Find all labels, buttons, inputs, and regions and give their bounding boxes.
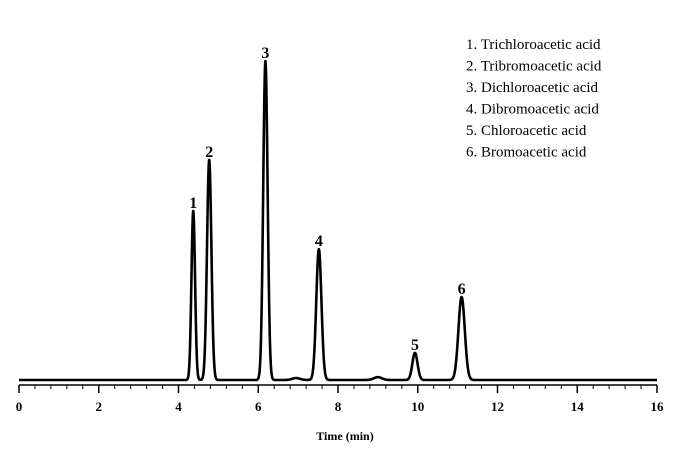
x-axis-ticks: 0 2 4 6 8 10 12 14 16: [16, 385, 664, 414]
peak-label-3: 3: [261, 45, 269, 62]
legend: 1. Trichloroacetic acid 2. Tribromoacetic…: [466, 37, 602, 161]
peak-label-4: 4: [315, 233, 323, 250]
x-tick-label: 14: [571, 399, 585, 414]
x-tick-label: 10: [411, 399, 424, 414]
peak-label-2: 2: [205, 144, 213, 161]
legend-entry: 6. Bromoacetic acid: [466, 145, 587, 161]
chromatogram-trace: [17, 59, 659, 382]
x-tick-label: 2: [96, 399, 103, 414]
peak-label-6: 6: [458, 281, 466, 298]
x-tick-label: 12: [491, 399, 504, 414]
x-tick-label: 6: [255, 399, 262, 414]
legend-entry: 2. Tribromoacetic acid: [466, 59, 602, 75]
legend-entry: 4. Dibromoacetic acid: [466, 102, 599, 118]
x-tick-label: 16: [651, 399, 665, 414]
peak-label-5: 5: [411, 337, 419, 354]
x-tick-label: 8: [335, 399, 342, 414]
peak-label-1: 1: [189, 195, 197, 212]
peak-labels: 1 2 3 4 5 6: [189, 45, 465, 354]
x-tick-label: 0: [16, 399, 23, 414]
x-tick-label: 4: [175, 399, 182, 414]
x-axis-title: Time (min): [316, 429, 373, 443]
legend-entry: 3. Dichloroacetic acid: [466, 80, 599, 96]
legend-entry: 5. Chloroacetic acid: [466, 123, 587, 139]
legend-entry: 1. Trichloroacetic acid: [466, 37, 601, 53]
